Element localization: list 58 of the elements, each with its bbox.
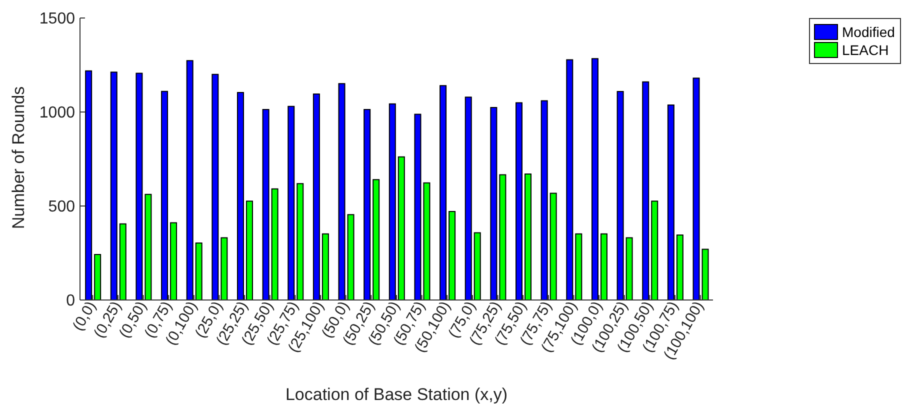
bar xyxy=(474,232,481,300)
bar xyxy=(490,106,498,300)
y-axis-title: Number of Rounds xyxy=(9,86,28,229)
bar xyxy=(364,109,371,300)
y-tick-label: 0 xyxy=(66,292,76,310)
y-tick-label: 1000 xyxy=(39,104,76,122)
bar xyxy=(186,60,194,300)
bar xyxy=(94,254,102,300)
bar xyxy=(591,58,598,300)
bar xyxy=(110,72,118,300)
bar xyxy=(195,242,202,300)
bar xyxy=(212,74,219,300)
bar xyxy=(144,194,152,300)
bar xyxy=(262,109,270,300)
bar xyxy=(642,81,650,300)
bar xyxy=(540,100,548,300)
bar xyxy=(464,96,472,300)
bar xyxy=(246,200,253,300)
bar xyxy=(119,223,126,300)
bar xyxy=(161,90,168,300)
bar xyxy=(692,78,700,300)
bar xyxy=(448,210,456,300)
bar xyxy=(414,114,422,300)
bar xyxy=(676,234,684,300)
x-axis-title: Location of Base Station (x,y) xyxy=(285,385,508,404)
bar xyxy=(550,192,557,300)
bar xyxy=(85,70,92,300)
y-tick-label: 500 xyxy=(48,198,76,216)
bar xyxy=(236,92,244,300)
bar xyxy=(388,103,396,300)
bar xyxy=(170,222,178,300)
legend-label: LEACH xyxy=(842,42,889,58)
bar xyxy=(136,72,143,300)
bar xyxy=(347,214,354,300)
bar xyxy=(626,237,633,300)
bar xyxy=(616,91,624,300)
bar xyxy=(296,183,304,300)
bar xyxy=(667,104,674,300)
bar xyxy=(575,233,582,300)
bar xyxy=(338,83,346,300)
bar xyxy=(372,179,380,300)
bar xyxy=(398,156,405,300)
bar xyxy=(651,200,658,300)
bar xyxy=(516,102,523,300)
bar xyxy=(312,93,320,300)
bar xyxy=(440,85,447,300)
bar xyxy=(702,248,709,300)
bar xyxy=(423,182,430,300)
bar xyxy=(271,188,278,300)
bar xyxy=(600,233,608,300)
legend-label: Modified xyxy=(842,24,895,40)
bar xyxy=(566,59,574,300)
bar xyxy=(322,233,329,300)
bar xyxy=(288,106,295,300)
bar xyxy=(220,237,228,300)
bar xyxy=(499,174,506,300)
bar xyxy=(524,174,532,300)
y-tick-label: 1500 xyxy=(39,10,76,28)
